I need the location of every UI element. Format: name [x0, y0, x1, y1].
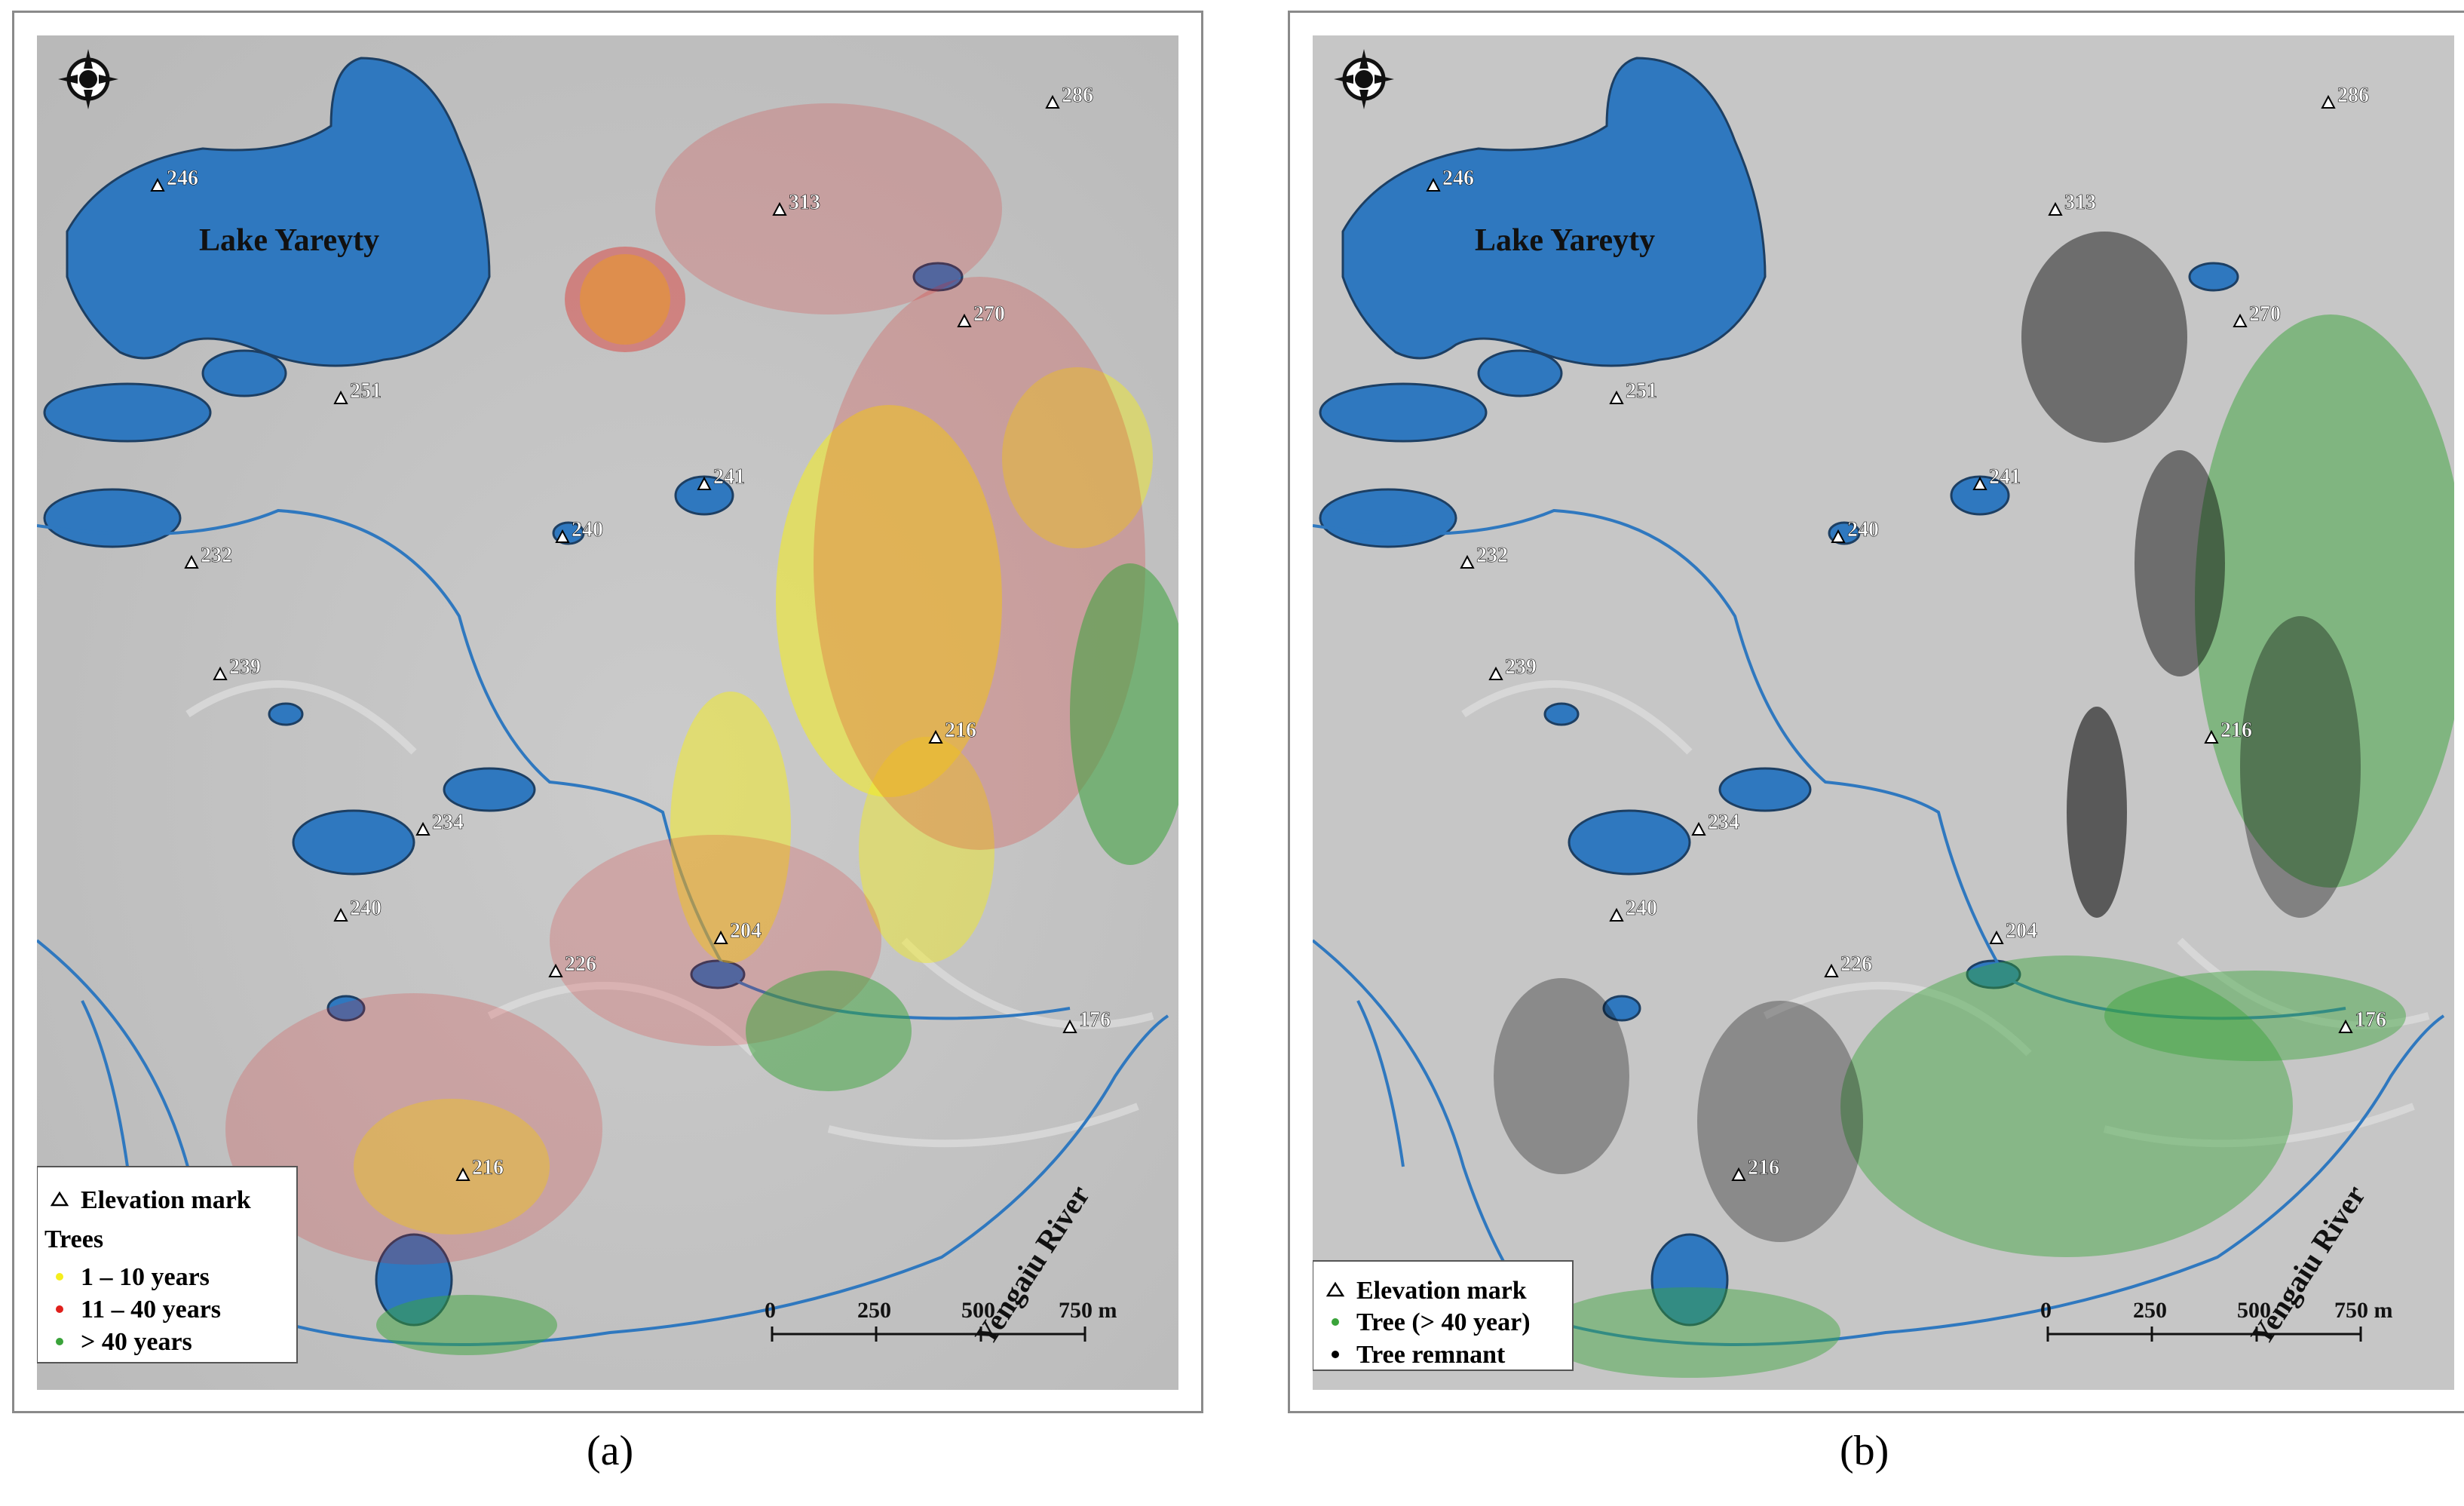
map-b: Lake Yareyty Yengaiu River 286 246 313 2… [1313, 35, 2454, 1390]
lake-label: Lake Yareyty [199, 223, 379, 258]
elevation-label: 232 [201, 544, 232, 567]
trees-middle [225, 103, 1145, 1265]
scale-tick: 750 m [1059, 1298, 1117, 1323]
elevation-label: 234 [1708, 811, 1739, 834]
elevation-label: 240 [1847, 518, 1879, 541]
lake-yareyty [1341, 57, 1767, 367]
elevation-label: 232 [1476, 544, 1508, 567]
legend: Elevation mark Trees 1 – 10 years 11 – 4… [37, 1166, 298, 1363]
subfigure-label-a: (a) [587, 1428, 634, 1474]
elevation-label: 246 [167, 167, 198, 190]
elevation-label: 246 [1442, 167, 1474, 190]
trees-young [354, 254, 1153, 1235]
elevation-label: 240 [1626, 897, 1657, 920]
lake-label: Lake Yareyty [1475, 223, 1655, 258]
elevation-label: 216 [472, 1156, 504, 1179]
compass-icon [58, 49, 118, 109]
legend: Elevation mark Tree (> 40 year) Tree rem… [1313, 1260, 1574, 1371]
elevation-label: 286 [1062, 84, 1093, 107]
legend-trees-heading: Trees [44, 1225, 103, 1253]
elevation-label: 216 [2220, 719, 2252, 742]
small-lakes [1319, 262, 2239, 1327]
scale-tick: 250 [857, 1298, 891, 1323]
elevation-marks: 286 246 313 270 251 241 240 232 239 216 … [150, 84, 1111, 1181]
legend-elevation: Elevation mark [1356, 1277, 1527, 1305]
elevation-label: 226 [565, 952, 596, 976]
trees-old [1539, 314, 2454, 1378]
elevation-label: 239 [1505, 655, 1537, 679]
map-panel-a: Lake Yareyty Yengaiu River 286 246 313 2… [12, 11, 1203, 1413]
streams [1313, 508, 2445, 1346]
elevation-label: 240 [350, 897, 382, 920]
elevation-label: 176 [2355, 1008, 2386, 1032]
elevation-label: 176 [1079, 1008, 1111, 1032]
elevation-marks: 286 246 313 270 251 241 240 232 239 216 … [1426, 84, 2386, 1181]
elevation-label: 241 [1989, 465, 2021, 489]
scale-tick: 500 [961, 1298, 995, 1323]
elevation-label: 204 [730, 919, 762, 943]
elevation-label: 241 [713, 465, 745, 489]
elevation-label: 313 [2064, 191, 2096, 214]
map-a: Lake Yareyty Yengaiu River 286 246 313 2… [37, 35, 1178, 1390]
elevation-label: 234 [432, 811, 464, 834]
scale-bar: 0 250 500 750 m [765, 1298, 1117, 1342]
elevation-label: 251 [1626, 379, 1657, 403]
trees-old [376, 563, 1178, 1355]
elevation-label: 313 [789, 191, 820, 214]
legend-item: > 40 years [81, 1328, 192, 1356]
scale-tick: 0 [2040, 1298, 2052, 1323]
elevation-label: 240 [572, 518, 603, 541]
elevation-label: 204 [2006, 919, 2037, 943]
small-lakes [43, 262, 964, 1327]
legend-item: 1 – 10 years [81, 1263, 210, 1291]
scale-tick: 250 [2133, 1298, 2167, 1323]
subfigure-label-b: (b) [1840, 1428, 1889, 1474]
scale-bar: 0 250 500 750 m [2040, 1298, 2393, 1342]
tree-remnants [1494, 232, 2361, 1242]
scale-tick: 500 [2237, 1298, 2271, 1323]
elevation-label: 270 [973, 302, 1005, 326]
elevation-label: 239 [229, 655, 261, 679]
legend-item: Tree remnant [1356, 1341, 1506, 1369]
elevation-label: 216 [1748, 1156, 1779, 1179]
compass-icon [1334, 49, 1394, 109]
legend-item: 11 – 40 years [81, 1296, 221, 1324]
map-panel-b: Lake Yareyty Yengaiu River 286 246 313 2… [1288, 11, 2464, 1413]
legend-item: Tree (> 40 year) [1356, 1308, 1531, 1336]
scale-tick: 750 m [2334, 1298, 2393, 1323]
elevation-label: 286 [2337, 84, 2369, 107]
terrain-ridges [185, 680, 1154, 1148]
elevation-label: 251 [350, 379, 382, 403]
elevation-label: 226 [1840, 952, 1872, 976]
elevation-label: 270 [2249, 302, 2281, 326]
legend-elevation: Elevation mark [81, 1186, 251, 1214]
lake-yareyty [66, 57, 491, 367]
elevation-label: 216 [945, 719, 976, 742]
scale-tick: 0 [765, 1298, 776, 1323]
